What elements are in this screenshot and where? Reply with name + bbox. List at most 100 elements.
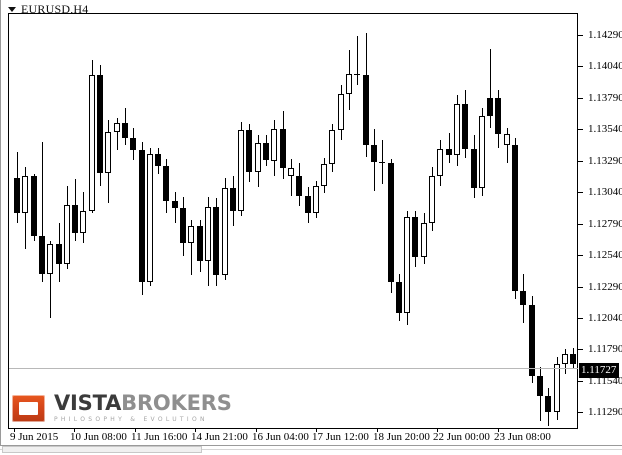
vista-square-icon: [12, 395, 45, 422]
time-axis-label: 17 Jun 12:00: [312, 431, 369, 443]
triangle-down-icon[interactable]: [8, 6, 16, 12]
candle-body: [163, 165, 170, 201]
candle-body: [72, 204, 79, 234]
candle-wick: [42, 141, 43, 283]
candle-body: [30, 175, 37, 236]
price-axis-label: 1.12290: [588, 281, 622, 293]
candle-body: [22, 175, 29, 214]
price-axis[interactable]: 1.14290 1.14040 1.13790 1.13540 1.13290 1.130…: [578, 0, 622, 454]
logo-tagline: PHILOSOPHY & EVOLUTION: [54, 416, 208, 423]
price-axis-tick: [578, 161, 583, 162]
candle-wick: [291, 159, 292, 196]
price-axis-tick: [578, 66, 583, 67]
candle-wick: [490, 48, 491, 128]
candle-wick: [117, 117, 118, 151]
broker-watermark-logo: VISTABROKERS PHILOSOPHY & EVOLUTION: [12, 393, 232, 424]
price-axis-tick: [578, 381, 583, 382]
current-price-line: [9, 368, 578, 369]
current-price-tag: 1.11727: [579, 363, 620, 378]
candle-body: [321, 164, 328, 186]
candle-body: [171, 200, 178, 209]
price-axis-label: 1.11290: [588, 406, 622, 418]
candle-body: [570, 354, 577, 365]
candle-wick: [357, 36, 358, 86]
candle-body: [55, 243, 62, 264]
candle-body: [296, 175, 303, 196]
time-axis-label: 16 Jun 04:00: [252, 431, 309, 443]
price-axis-tick: [578, 224, 583, 225]
time-axis[interactable]: 9 Jun 2015 10 Jun 08:00 11 Jun 16:00 14 Jun…: [0, 428, 578, 447]
chart-title: EURUSD,H4: [21, 2, 89, 16]
candle-body: [362, 74, 369, 146]
candle-body: [279, 129, 286, 169]
candle-body: [462, 103, 469, 150]
candle-body: [412, 217, 419, 258]
candle-body: [97, 74, 103, 174]
price-axis-label: 1.13040: [588, 186, 622, 198]
candle-body: [213, 207, 220, 275]
candle-body: [38, 235, 45, 274]
candle-body: [188, 225, 195, 244]
candle-body: [14, 178, 20, 214]
time-axis-label: 11 Jun 16:00: [131, 431, 188, 443]
time-axis-label: 18 Jun 20:00: [373, 431, 430, 443]
candle-body: [180, 208, 186, 244]
candle-body: [246, 130, 253, 172]
candle-body: [487, 97, 494, 117]
time-axis-label: 23 Jun 08:00: [494, 431, 551, 443]
price-axis-label: 1.14040: [588, 60, 622, 72]
candle-body: [130, 137, 137, 151]
horizontal-scrollbar[interactable]: [2, 446, 202, 453]
price-axis-label: 1.13290: [588, 155, 622, 167]
price-axis-tick: [578, 349, 583, 350]
candle-body: [337, 93, 344, 131]
window-frame-bottom-edge: [0, 449, 622, 455]
candle-body: [304, 195, 311, 214]
window-frame-left: [0, 0, 1, 446]
logo-brand-primary: VISTA: [54, 391, 122, 415]
price-axis-tick: [578, 318, 583, 319]
candle-body: [470, 149, 477, 189]
candle-body: [121, 122, 128, 138]
candle-body: [238, 130, 245, 211]
candle-body: [113, 122, 120, 132]
candle-body: [395, 282, 402, 313]
time-axis-tick: [498, 428, 499, 432]
candlestick-series: [9, 14, 578, 428]
candle-body: [221, 188, 228, 275]
time-axis-label: 22 Jun 00:00: [433, 431, 490, 443]
time-axis-line: [8, 428, 578, 429]
candle-body: [503, 134, 510, 146]
candle-body: [312, 185, 319, 214]
candle-body: [346, 73, 352, 94]
candle-body: [146, 154, 153, 283]
candle-body: [420, 223, 427, 258]
price-axis-line: [577, 13, 578, 429]
price-axis-label: 1.14290: [588, 29, 622, 41]
price-axis-tick: [578, 255, 583, 256]
candle-body: [528, 305, 535, 376]
candle-body: [354, 73, 361, 75]
candle-body: [329, 130, 336, 165]
price-axis-label: 1.13540: [588, 123, 622, 135]
time-axis-tick: [437, 428, 438, 432]
candle-body: [63, 204, 70, 264]
price-axis-tick: [578, 98, 583, 99]
candle-wick: [50, 240, 51, 318]
candle-body: [88, 74, 95, 211]
candle-body: [429, 175, 435, 224]
time-axis-label: 10 Jun 08:00: [70, 431, 127, 443]
time-axis-tick: [195, 428, 196, 432]
candle-body: [229, 188, 236, 211]
price-axis-tick: [578, 412, 583, 413]
candle-body: [263, 142, 269, 161]
candle-body: [271, 129, 278, 161]
chart-plot-area[interactable]: [8, 13, 578, 428]
candle-body: [287, 168, 294, 176]
candle-body: [155, 154, 162, 166]
price-axis-tick: [578, 129, 583, 130]
time-axis-tick: [135, 428, 136, 432]
price-axis-label: 1.12540: [588, 249, 622, 261]
candle-body: [379, 161, 386, 163]
